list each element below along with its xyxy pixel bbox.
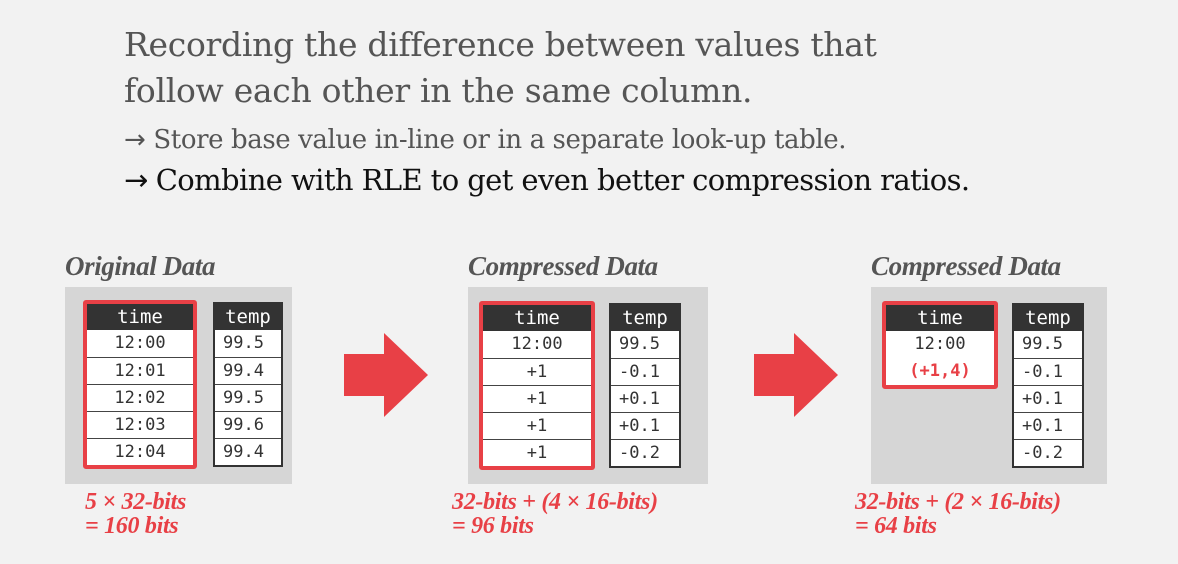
temp-cell: -0.1 <box>1014 358 1082 385</box>
panel-title-compressed: Compressed Data <box>468 251 658 281</box>
bullet-item: → Store base value in-line or in a separa… <box>124 120 970 160</box>
time-cell: 12:00 <box>483 331 591 358</box>
formula-line-2: = 160 bits <box>85 513 179 539</box>
time-column: time 12:00 +1 +1 +1 +1 <box>479 301 595 470</box>
temp-cell: -0.1 <box>611 358 679 385</box>
temp-cell: +0.1 <box>611 385 679 412</box>
time-cell: 12:04 <box>87 438 193 465</box>
time-header: time <box>483 305 591 331</box>
time-cell: 12:02 <box>87 384 193 411</box>
time-column: time 12:00 12:01 12:02 12:03 12:04 <box>83 300 197 469</box>
original-data-panel: time 12:00 12:01 12:02 12:03 12:04 temp … <box>65 287 292 484</box>
temp-cell: 99.5 <box>611 331 679 358</box>
time-cell: 12:00 <box>886 331 994 358</box>
temp-cell: +0.1 <box>611 412 679 439</box>
temp-cell: 99.4 <box>215 438 281 465</box>
right-arrow-icon <box>344 333 428 417</box>
temp-cell: +0.1 <box>1014 385 1082 412</box>
formula-line-1: 32-bits + (2 × 16-bits) <box>855 489 1061 515</box>
time-cell: 12:03 <box>87 411 193 438</box>
temp-cell: 99.4 <box>215 357 281 384</box>
slide-title: Recording the difference between values … <box>124 22 877 114</box>
temp-column: temp 99.5 -0.1 +0.1 +0.1 -0.2 <box>1012 303 1084 468</box>
temp-cell: 99.5 <box>215 384 281 411</box>
time-cell: +1 <box>483 358 591 385</box>
temp-cell: -0.2 <box>1014 439 1082 466</box>
time-cell: +1 <box>483 439 591 466</box>
compressed-data-panel: time 12:00 +1 +1 +1 +1 temp 99.5 -0.1 +0… <box>468 287 708 484</box>
formula-line-1: 32-bits + (4 × 16-bits) <box>452 489 658 515</box>
temp-header: temp <box>611 305 679 331</box>
time-cell: +1 <box>483 385 591 412</box>
time-header: time <box>87 304 193 330</box>
temp-cell: +0.1 <box>1014 412 1082 439</box>
bullet-arrow-icon: → <box>124 163 148 197</box>
formula-line-1: 5 × 32-bits <box>85 489 187 515</box>
temp-cell: 99.6 <box>215 411 281 438</box>
temp-header: temp <box>1014 305 1082 331</box>
right-arrow-icon <box>754 333 838 417</box>
bullet-text: Store base value in-line or in a separat… <box>153 125 847 155</box>
temp-header: temp <box>215 304 281 330</box>
bullet-list: → Store base value in-line or in a separa… <box>124 120 970 200</box>
panel-title-original: Original Data <box>65 251 216 281</box>
bullet-item: → Combine with RLE to get even better com… <box>124 160 970 200</box>
bullet-text: Combine with RLE to get even better comp… <box>155 163 970 197</box>
panel-title-compressed-rle: Compressed Data <box>871 251 1061 281</box>
temp-cell: -0.2 <box>611 439 679 466</box>
time-column: time 12:00 (+1,4) <box>882 301 998 389</box>
bullet-arrow-icon: → <box>124 125 146 155</box>
formula-original: 5 × 32-bits = 160 bits <box>85 490 186 538</box>
formula-line-2: = 96 bits <box>452 513 534 539</box>
formula-compressed-rle: 32-bits + (2 × 16-bits) = 64 bits <box>855 490 1061 538</box>
temp-column: temp 99.5 99.4 99.5 99.6 99.4 <box>213 302 283 467</box>
formula-line-2: = 64 bits <box>855 513 937 539</box>
compressed-rle-data-panel: time 12:00 (+1,4) temp 99.5 -0.1 +0.1 +0… <box>871 287 1107 484</box>
rle-run-cell: (+1,4) <box>886 358 994 385</box>
temp-column: temp 99.5 -0.1 +0.1 +0.1 -0.2 <box>609 303 681 468</box>
time-cell: 12:00 <box>87 330 193 357</box>
time-cell: +1 <box>483 412 591 439</box>
time-header: time <box>886 305 994 331</box>
time-cell: 12:01 <box>87 357 193 384</box>
formula-compressed: 32-bits + (4 × 16-bits) = 96 bits <box>452 490 658 538</box>
temp-cell: 99.5 <box>1014 331 1082 358</box>
title-line-2: follow each other in the same column. <box>124 71 753 110</box>
temp-cell: 99.5 <box>215 330 281 357</box>
title-line-1: Recording the difference between values … <box>124 25 877 64</box>
